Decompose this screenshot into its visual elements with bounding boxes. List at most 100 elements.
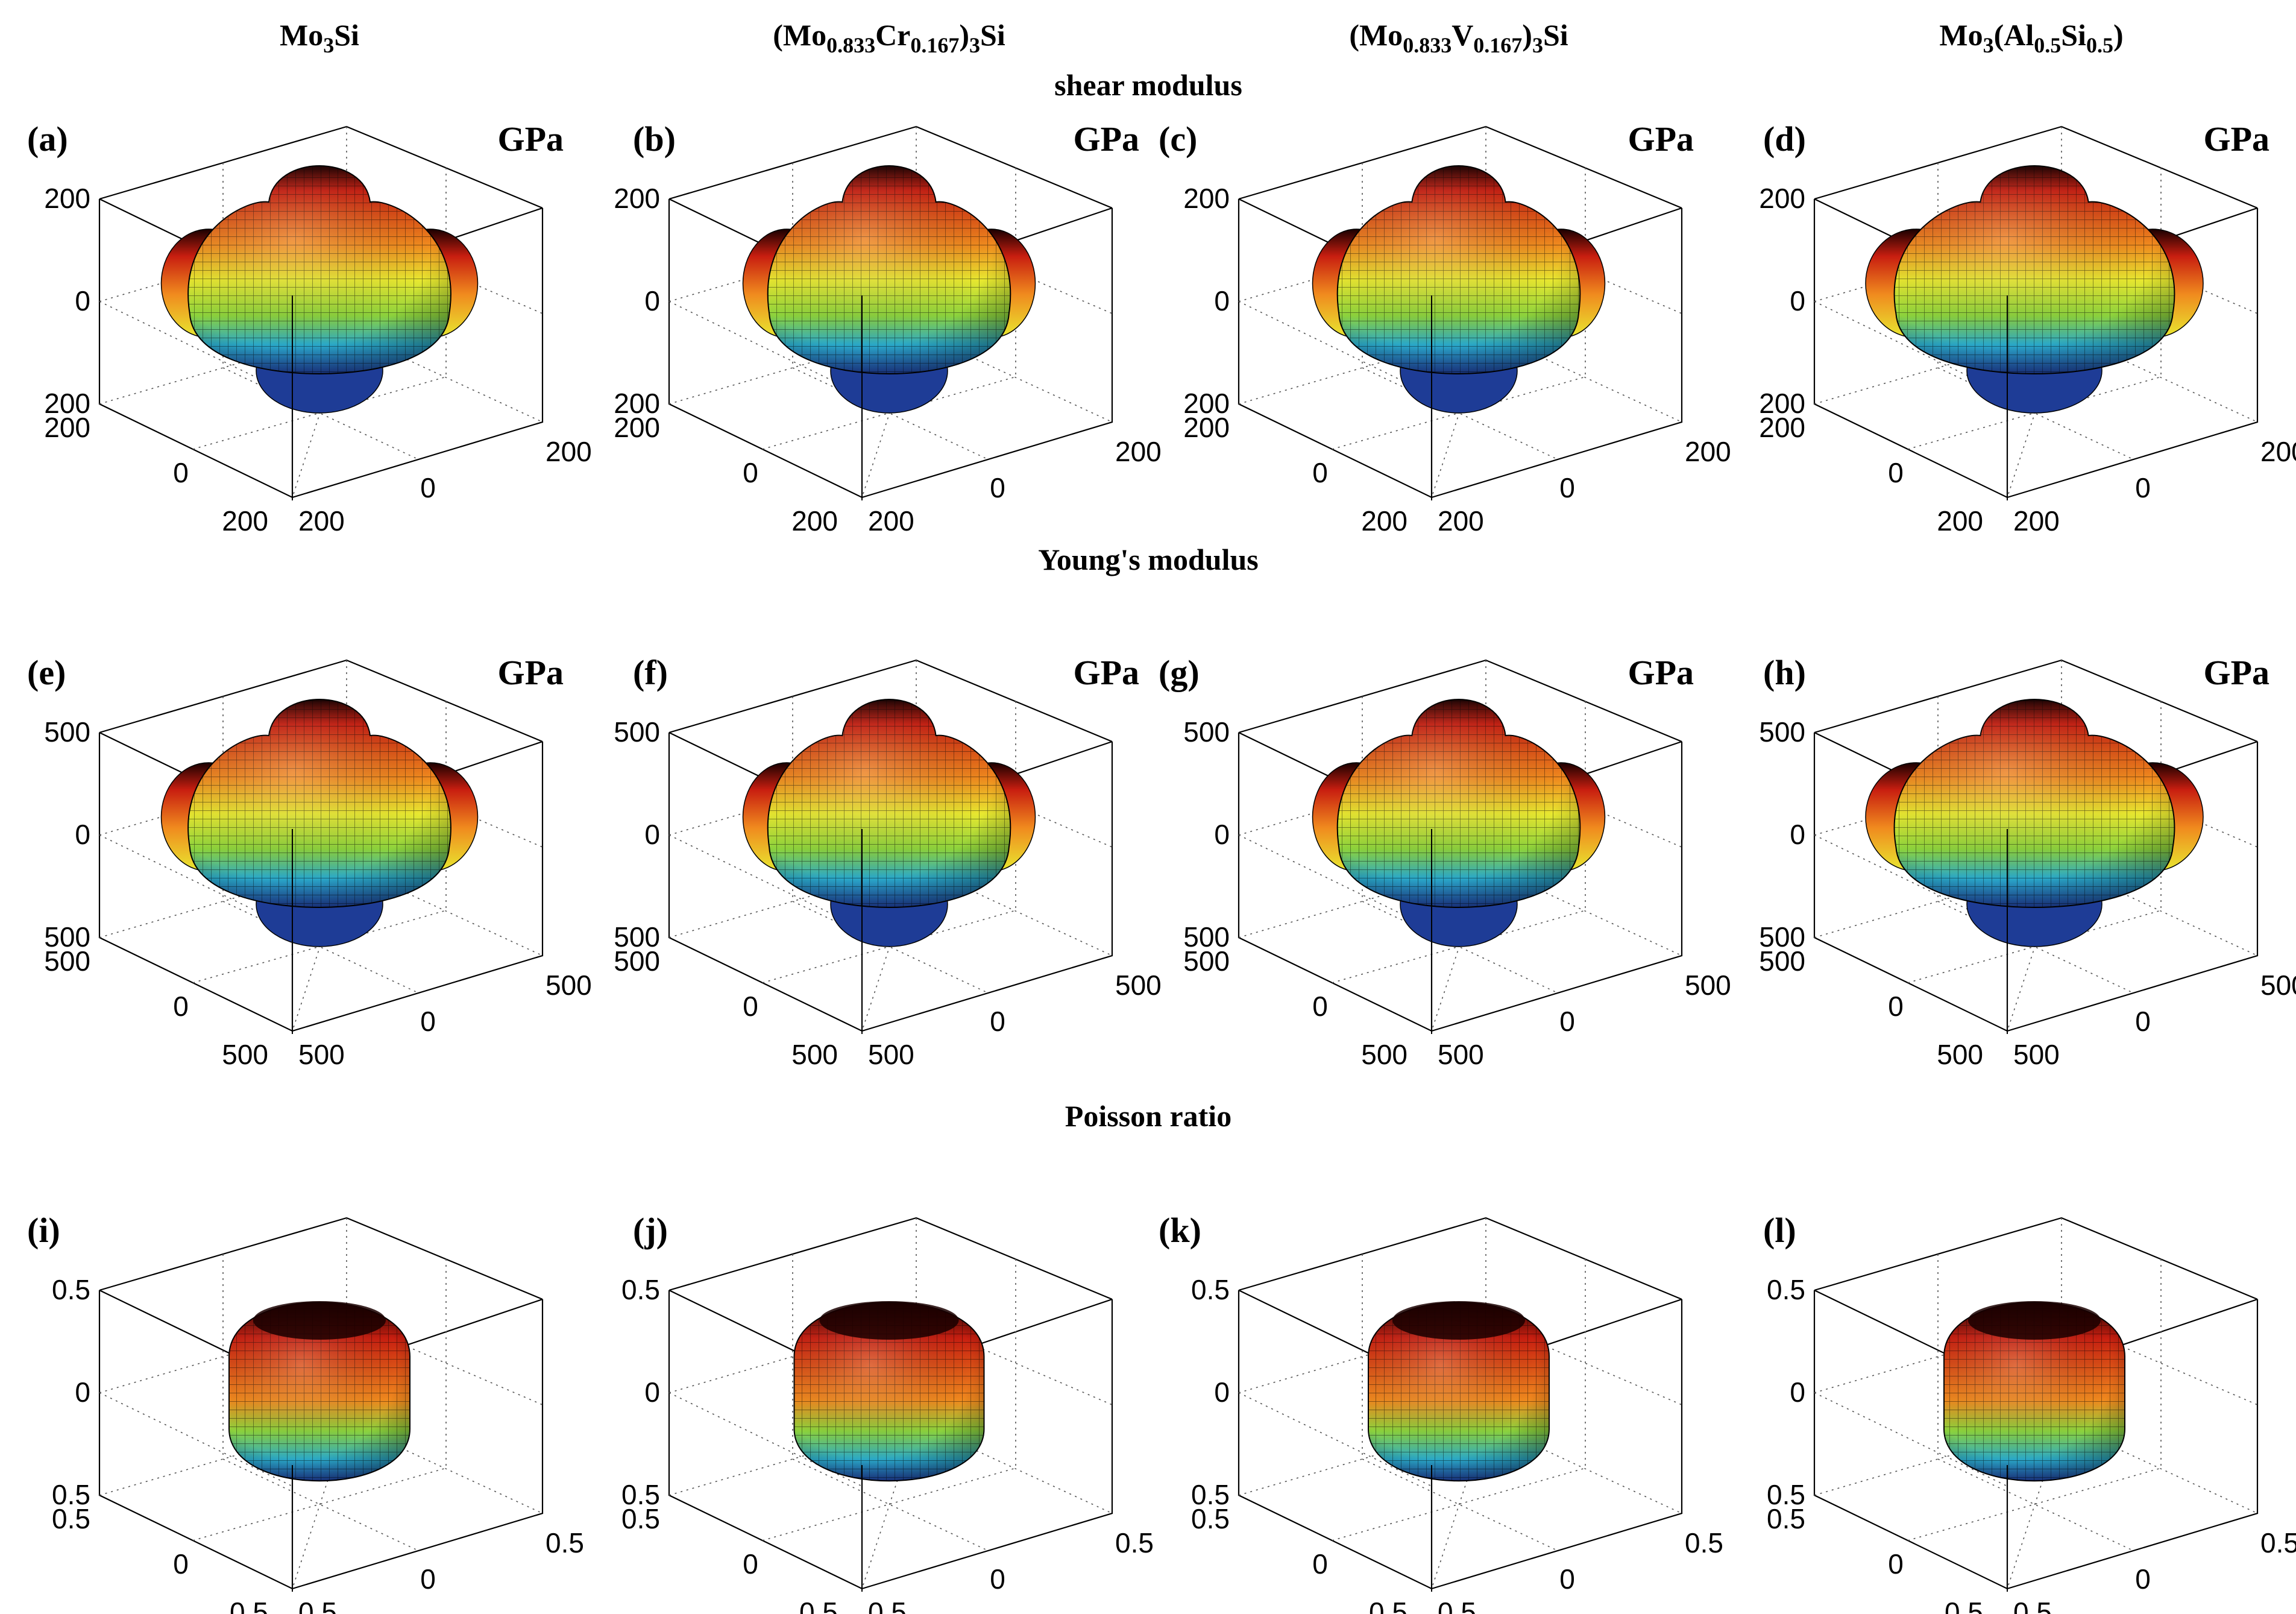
tick-label-z-zero: 0 bbox=[1214, 1376, 1230, 1408]
tick-label-z-zero: 0 bbox=[644, 819, 660, 850]
tick-label-x-right: 200 bbox=[2260, 436, 2296, 467]
tick-label-y-zero: 0 bbox=[1888, 991, 1904, 1022]
tick-label-x-right: 500 bbox=[2260, 969, 2296, 1001]
tick-label-y-top: 0.5 bbox=[52, 1503, 90, 1534]
tick-label-z-zero: 0 bbox=[75, 1376, 90, 1408]
panel-label: (b) bbox=[633, 119, 676, 159]
formula-part: (Mo bbox=[1349, 18, 1403, 52]
unit-label: GPa bbox=[497, 119, 564, 159]
tick-label-x-left: 500 bbox=[1438, 1039, 1484, 1070]
tick-label-x-zero: 0 bbox=[1559, 472, 1575, 503]
tick-label-x-zero: 0 bbox=[1559, 1006, 1575, 1037]
panel-label: (j) bbox=[633, 1211, 668, 1250]
tick-label-z-top: 200 bbox=[1183, 183, 1230, 214]
tick-label-z-zero: 0 bbox=[1790, 1376, 1805, 1408]
surface-3d bbox=[1368, 1301, 1550, 1482]
tick-label-y-zero: 0 bbox=[743, 1548, 758, 1580]
surface-3d bbox=[793, 1301, 985, 1482]
tick-label-x-zero: 0 bbox=[420, 472, 436, 503]
tick-label-z-zero: 0 bbox=[1790, 285, 1805, 317]
panel-label: (k) bbox=[1159, 1211, 1201, 1250]
surface-3d bbox=[742, 699, 1036, 947]
row-title-3: Poisson ratio bbox=[1065, 1099, 1231, 1133]
tick-label-z-top: 500 bbox=[1759, 716, 1805, 748]
tick-label-y-bottom: 200 bbox=[1361, 505, 1407, 537]
tick-label-y-bottom: 500 bbox=[791, 1039, 838, 1070]
tick-label-y-zero: 0 bbox=[1312, 1548, 1328, 1580]
tick-label-z-top: 500 bbox=[614, 716, 660, 748]
tick-label-y-zero: 0 bbox=[743, 457, 758, 488]
formula-part: ) bbox=[959, 18, 969, 52]
tick-label-y-top: 0.5 bbox=[1191, 1503, 1230, 1534]
tick-label-y-bottom: 0.5 bbox=[1369, 1597, 1407, 1614]
panel-label: (d) bbox=[1763, 119, 1806, 159]
tick-label-z-zero: 0 bbox=[75, 285, 90, 317]
tick-label-x-right: 200 bbox=[1685, 436, 1731, 467]
tick-label-y-bottom: 0.5 bbox=[799, 1597, 838, 1614]
surface-3d bbox=[1865, 699, 2204, 947]
row-title-1: shear modulus bbox=[1054, 68, 1242, 102]
formula-part: V bbox=[1452, 18, 1473, 52]
formula-part: Si bbox=[2061, 18, 2086, 52]
tick-label-x-left: 200 bbox=[868, 505, 914, 537]
formula-part: 3 bbox=[1983, 33, 1994, 57]
tick-label-y-zero: 0 bbox=[743, 991, 758, 1022]
tick-label-x-right: 500 bbox=[1685, 969, 1731, 1001]
formula-part: 0.833 bbox=[1403, 33, 1452, 57]
tick-label-y-top: 500 bbox=[614, 945, 660, 977]
column-title-1: Mo3Si bbox=[280, 18, 359, 57]
tick-label-x-zero: 0 bbox=[2135, 1006, 2151, 1037]
tick-label-z-bottom: 200 bbox=[1183, 388, 1230, 419]
unit-label: GPa bbox=[2203, 653, 2269, 692]
tick-label-x-zero: 0 bbox=[2135, 1563, 2151, 1595]
tick-label-z-bottom: 0.5 bbox=[52, 1479, 90, 1510]
formula-part: ) bbox=[2113, 18, 2124, 52]
tick-label-x-left: 500 bbox=[298, 1039, 345, 1070]
tick-label-x-right: 500 bbox=[1115, 969, 1162, 1001]
formula-part: 0.167 bbox=[910, 33, 959, 57]
tick-label-y-top: 200 bbox=[44, 412, 90, 443]
unit-label: GPa bbox=[1073, 653, 1139, 692]
tick-label-z-top: 200 bbox=[614, 183, 660, 214]
tick-label-x-zero: 0 bbox=[2135, 472, 2151, 503]
formula-part: (Al bbox=[1994, 18, 2034, 52]
tick-label-z-bottom: 500 bbox=[1759, 921, 1805, 953]
tick-label-y-bottom: 200 bbox=[791, 505, 838, 537]
panel-label: (g) bbox=[1159, 653, 1200, 692]
tick-label-x-zero: 0 bbox=[420, 1563, 436, 1595]
tick-label-y-zero: 0 bbox=[1888, 457, 1904, 488]
tick-label-z-top: 0.5 bbox=[52, 1274, 90, 1305]
tick-label-z-top: 0.5 bbox=[1767, 1274, 1805, 1305]
tick-label-y-bottom: 0.5 bbox=[230, 1597, 268, 1614]
surface-3d bbox=[1312, 165, 1606, 414]
panel-label: (c) bbox=[1159, 119, 1197, 159]
formula-part: Cr bbox=[875, 18, 910, 52]
tick-label-y-zero: 0 bbox=[1888, 1548, 1904, 1580]
tick-label-z-bottom: 0.5 bbox=[1191, 1479, 1230, 1510]
tick-label-x-right: 500 bbox=[546, 969, 592, 1001]
tick-label-z-top: 500 bbox=[44, 716, 90, 748]
tick-label-z-bottom: 500 bbox=[614, 921, 660, 953]
unit-label: GPa bbox=[2203, 119, 2269, 159]
surface-3d bbox=[160, 165, 479, 414]
tick-label-x-left: 500 bbox=[868, 1039, 914, 1070]
row-title-2: Young's modulus bbox=[1038, 543, 1258, 576]
panel-j: (j)0.500.50.500.5 0.500.5 bbox=[621, 1211, 1154, 1614]
column-title-4: Mo3(Al0.5Si0.5) bbox=[1939, 18, 2123, 57]
formula-part: (Mo bbox=[773, 18, 826, 52]
tick-label-z-top: 200 bbox=[44, 183, 90, 214]
panel-l: (l)0.500.50.500.5 0.500.5 bbox=[1763, 1211, 2296, 1614]
panel-k: (k)0.500.50.500.5 0.500.5 bbox=[1159, 1211, 1723, 1614]
tick-label-z-bottom: 200 bbox=[1759, 388, 1805, 419]
tick-label-y-top: 200 bbox=[1759, 412, 1805, 443]
tick-label-z-zero: 0 bbox=[75, 819, 90, 850]
formula-part: 0.167 bbox=[1473, 33, 1522, 57]
tick-label-x-right: 200 bbox=[546, 436, 592, 467]
formula-part: 0.833 bbox=[826, 33, 875, 57]
